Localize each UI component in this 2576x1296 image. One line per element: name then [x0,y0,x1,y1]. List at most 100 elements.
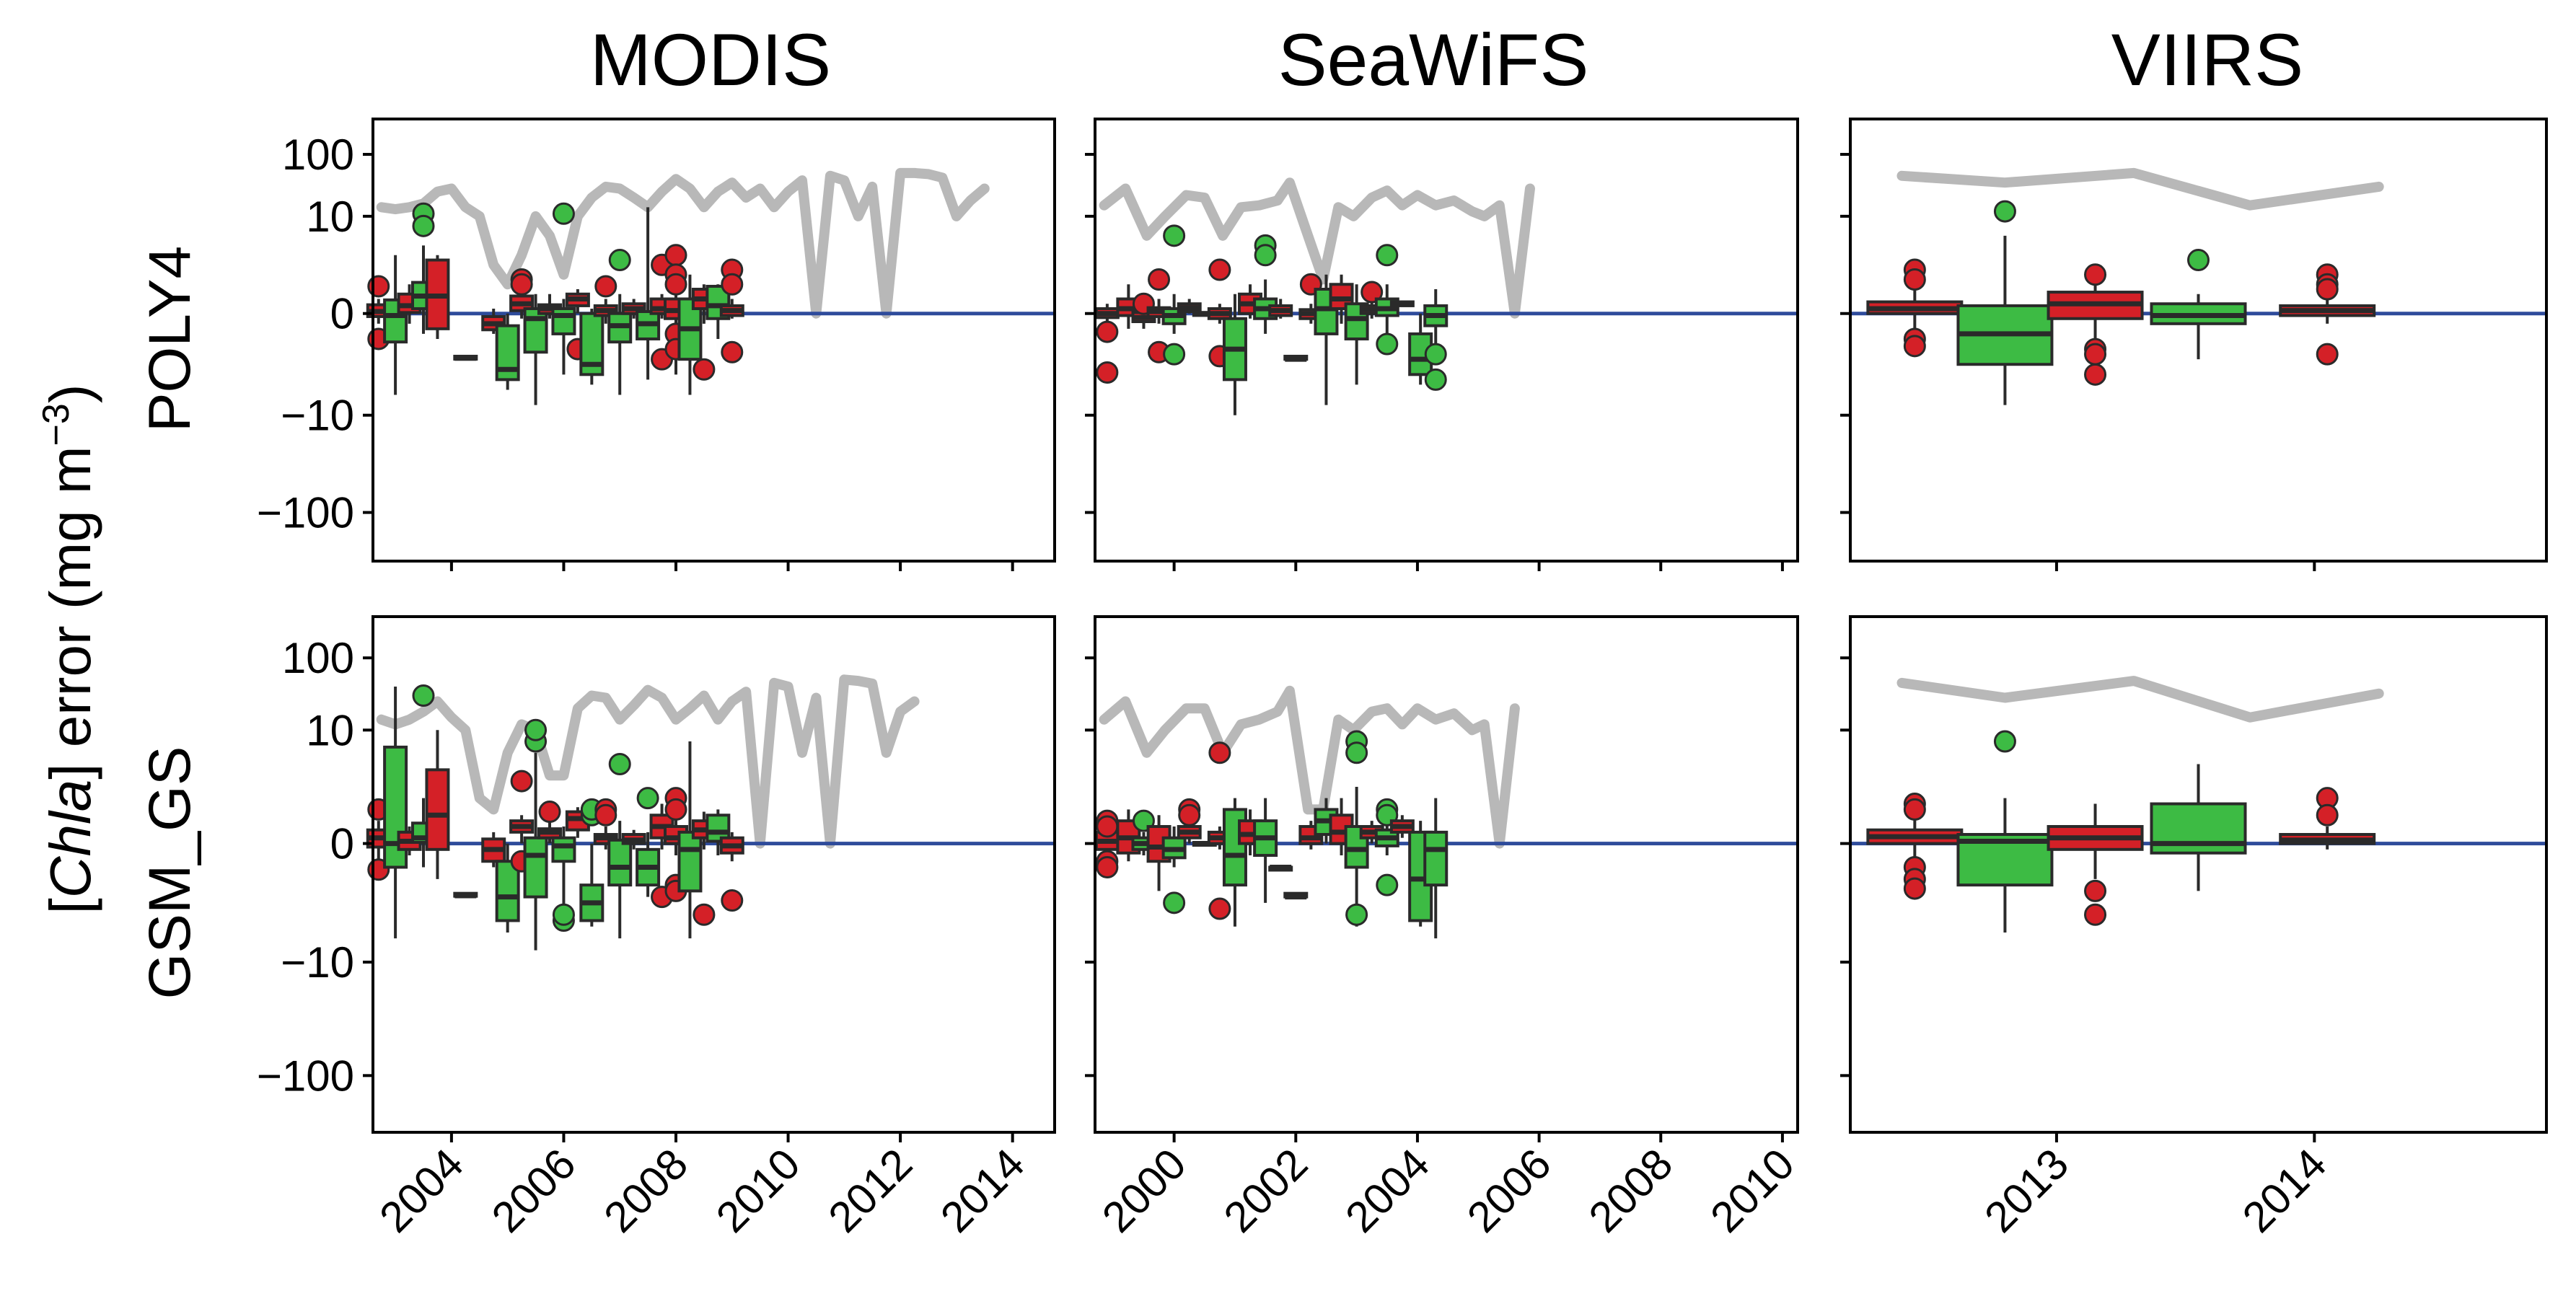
box-0 [1866,258,1964,358]
box-21 [691,811,716,926]
box-23 [719,258,744,363]
box-16 [621,829,646,850]
box-body [677,830,703,893]
box-21 [1423,289,1449,391]
outlier-point [721,340,744,363]
outlier-point [1993,730,2016,753]
x-tick-label: 2004 [1336,1139,1438,1242]
box-2 [2047,263,2144,386]
outlier-point [1096,815,1119,838]
x-tick-label: 2006 [1458,1139,1560,1242]
outlier-point [693,358,716,381]
box-1 [1956,730,2054,933]
box-11 [551,202,576,375]
outlier-point [1163,343,1186,366]
box-8 [509,268,535,319]
box-4 [2279,263,2376,366]
outlier-point [552,202,575,225]
box-15 [1329,798,1354,856]
outlier-point [1254,244,1277,267]
y-tick-label: 100 [282,131,354,179]
outlier-point [664,244,687,267]
box-6 [481,832,506,868]
x-tick-label: 2014 [2233,1139,2336,1242]
outlier-point [594,803,617,826]
x-tick-label: 2008 [1580,1139,1682,1242]
box-4 [425,730,450,879]
box-10 [1253,234,1278,334]
box-2 [2047,803,2144,926]
outlier-point [412,214,435,237]
outlier-point [1163,224,1186,247]
mean-gray-line [1099,177,1535,319]
y-tick-label: −100 [257,1052,354,1100]
box-18 [1374,798,1399,896]
panel-frame [1094,615,1799,1134]
outlier-point [693,903,716,926]
outlier-point [1208,897,1231,920]
y-tick-label: 100 [282,634,354,682]
outlier-point [412,684,435,707]
box-10 [1253,798,1278,903]
x-tick-label: 2002 [1215,1139,1317,1242]
box-11 [1268,299,1293,319]
box-4 [1161,826,1187,914]
box-0 [1094,304,1120,384]
box-1 [383,255,408,395]
y-title-sup: −3 [35,403,77,446]
box-4 [1161,224,1187,366]
outlier-point [721,889,744,912]
outlier-point [2084,903,2107,926]
outlier-point [1376,244,1399,267]
box-7 [495,843,520,933]
outlier-point [2084,363,2107,386]
outlier-point [1903,798,1926,821]
outlier-point [636,787,659,810]
outlier-point [721,273,744,296]
box-11 [1268,864,1293,872]
outlier-point [1903,877,1926,900]
y-tick-label: 10 [306,706,354,754]
outlier-point [1903,335,1926,358]
box-2 [397,826,422,856]
outlier-point [538,801,561,824]
outlier-point [664,798,687,821]
outlier-point [524,718,548,741]
x-tick-label: 2010 [1701,1139,1803,1242]
box-20 [677,274,703,395]
box-15 [607,752,633,939]
box-9 [523,718,548,951]
box-16 [621,299,646,319]
box-0 [1094,809,1120,878]
outlier-point [2084,263,2107,286]
box-0 [1866,793,1964,900]
box-23 [719,832,744,912]
panel-frame [1094,118,1799,563]
box-11 [551,826,576,932]
outlier-point [2084,343,2107,366]
y-tick-label: 0 [330,820,354,868]
y-tick-label: 10 [306,193,354,241]
y-tick-label: −100 [257,489,354,537]
outlier-point [1376,332,1399,356]
y-tick-label: −10 [281,938,354,987]
box-16 [1344,730,1369,927]
box-12 [1283,891,1309,900]
box-5 [1177,798,1202,844]
col-title-modis: MODIS [590,19,831,101]
outlier-point [1424,343,1447,366]
box-5 [453,891,478,899]
col-title-viirs: VIIRS [2111,19,2303,101]
outlier-point [1163,891,1186,914]
outlier-point [1345,741,1368,764]
box-10 [537,801,562,844]
panel-frame [1849,118,2548,563]
mean-gray-line [1896,167,2384,211]
box-body [551,307,576,335]
box-5 [453,354,478,361]
mean-gray-line [376,167,990,319]
box-13 [579,308,605,385]
y-tick-label: 0 [330,290,354,338]
